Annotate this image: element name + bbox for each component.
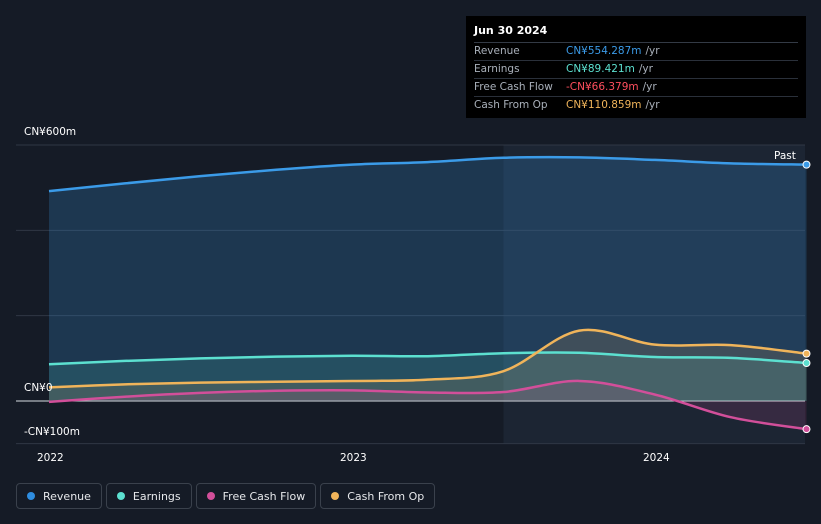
legend-label: Cash From Op — [347, 489, 425, 503]
tooltip-value: -CN¥66.379m — [566, 81, 639, 93]
tooltip-value: CN¥89.421m — [566, 63, 635, 75]
area-free-cash-flow — [49, 380, 807, 430]
series-lines — [48, 155, 807, 431]
legend-dot-icon — [331, 492, 340, 500]
tooltip-value: CN¥554.287m — [566, 45, 642, 57]
y-tick-label-bottom: -CN¥100m — [24, 426, 80, 438]
tooltip-value: CN¥110.859m — [566, 99, 642, 111]
tooltip-row-revenue: Revenue CN¥554.287m /yr — [474, 43, 798, 61]
legend-dot-icon — [206, 492, 215, 500]
tooltip-label: Revenue — [474, 45, 520, 57]
legend-label: Revenue — [43, 489, 91, 503]
series-endpoints — [802, 160, 811, 434]
tooltip-label: Earnings — [474, 63, 520, 75]
legend: Revenue Earnings Free Cash Flow Cash Fro… — [16, 483, 436, 509]
grid-lines — [16, 144, 805, 445]
y-tick-label-zero: CN¥0 — [24, 382, 53, 394]
area-revenue — [49, 157, 807, 401]
line-free-cash-flow — [48, 379, 807, 431]
legend-item-cash-from-op[interactable]: Cash From Op — [320, 483, 436, 509]
series-areas — [49, 157, 807, 430]
tooltip-panel: Jun 30 2024 Revenue CN¥554.287m /yr Earn… — [466, 16, 806, 118]
endpoint-free-cash-flow — [802, 425, 811, 434]
legend-item-earnings[interactable]: Earnings — [105, 483, 192, 509]
tooltip-row-free-cash-flow: Free Cash Flow -CN¥66.379m /yr — [474, 79, 798, 97]
area-earnings — [49, 352, 807, 401]
tooltip-label: Cash From Op — [474, 99, 548, 111]
line-revenue — [48, 155, 807, 193]
legend-dot-icon — [27, 492, 35, 500]
past-label: Past — [774, 150, 796, 162]
legend-dot-icon — [116, 492, 125, 500]
x-tick-label-2022: 2022 — [37, 452, 64, 464]
y-tick-label-top: CN¥600m — [24, 126, 77, 138]
tooltip-label: Free Cash Flow — [474, 81, 553, 93]
tooltip-row-cash-from-op: Cash From Op CN¥110.859m /yr — [474, 97, 798, 114]
tooltip-unit: /yr — [642, 81, 657, 93]
x-tick-label-2023: 2023 — [340, 452, 367, 464]
endpoint-cash-from-op — [802, 349, 811, 358]
legend-label: Earnings — [132, 489, 181, 503]
endpoint-earnings — [802, 359, 811, 368]
legend-item-revenue[interactable]: Revenue — [16, 483, 102, 509]
tooltip-unit: /yr — [638, 63, 653, 75]
tooltip-date: Jun 30 2024 — [474, 24, 798, 43]
x-tick-label-2024: 2024 — [643, 452, 670, 464]
tooltip-row-earnings: Earnings CN¥89.421m /yr — [474, 61, 798, 79]
legend-item-free-cash-flow[interactable]: Free Cash Flow — [195, 483, 317, 509]
line-earnings — [48, 351, 807, 366]
tooltip-unit: /yr — [645, 45, 660, 57]
tooltip-unit: /yr — [645, 99, 660, 111]
legend-label: Free Cash Flow — [222, 489, 306, 503]
line-cash-from-op — [48, 328, 807, 389]
endpoint-revenue — [802, 160, 811, 169]
